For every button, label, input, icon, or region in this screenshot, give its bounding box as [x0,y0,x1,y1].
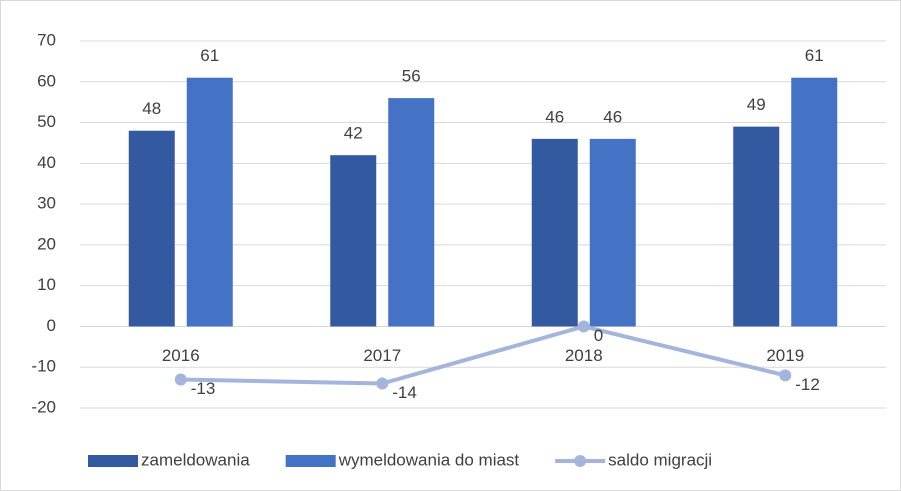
legend-label: wymeldowania do miast [338,450,520,469]
data-label: -12 [795,375,820,394]
data-label: 49 [747,95,766,114]
bar [531,138,578,327]
legend-swatch [285,455,336,467]
data-label: 42 [344,124,363,143]
x-tick-label: 2019 [766,346,804,365]
bar [388,98,435,327]
y-tick-label: 70 [37,30,56,49]
bar [791,77,838,327]
x-tick-label: 2018 [565,346,603,365]
x-tick-label: 2016 [162,346,200,365]
line-point [376,377,389,390]
data-label: 61 [805,46,824,65]
data-label: 46 [545,107,564,126]
y-tick-label: 60 [37,71,56,90]
line-point [577,320,590,333]
data-label: 0 [594,326,603,345]
y-tick-label: 0 [47,316,56,335]
bar [733,126,780,327]
data-label: 48 [142,99,161,118]
y-tick-label: 40 [37,153,56,172]
y-tick-label: -10 [31,357,56,376]
bar [128,130,175,327]
line-point [779,369,792,382]
data-label: 61 [200,46,219,65]
bar [330,155,377,327]
data-label: -14 [392,383,417,402]
bar [186,77,233,327]
y-tick-label: 20 [37,234,56,253]
line-point [174,373,187,386]
y-tick-label: -20 [31,397,56,416]
data-label: 46 [603,107,622,126]
legend-label: zameldowania [141,450,250,469]
data-label: 56 [402,67,421,86]
legend-label: saldo migracji [608,450,712,469]
bar [589,138,636,327]
y-tick-label: 50 [37,112,56,131]
x-tick-label: 2017 [363,346,401,365]
data-label: -13 [191,379,216,398]
y-tick-label: 10 [37,275,56,294]
legend-swatch [88,455,138,467]
legend-swatch [574,455,587,467]
y-tick-label: 30 [37,194,56,213]
line [180,324,786,386]
